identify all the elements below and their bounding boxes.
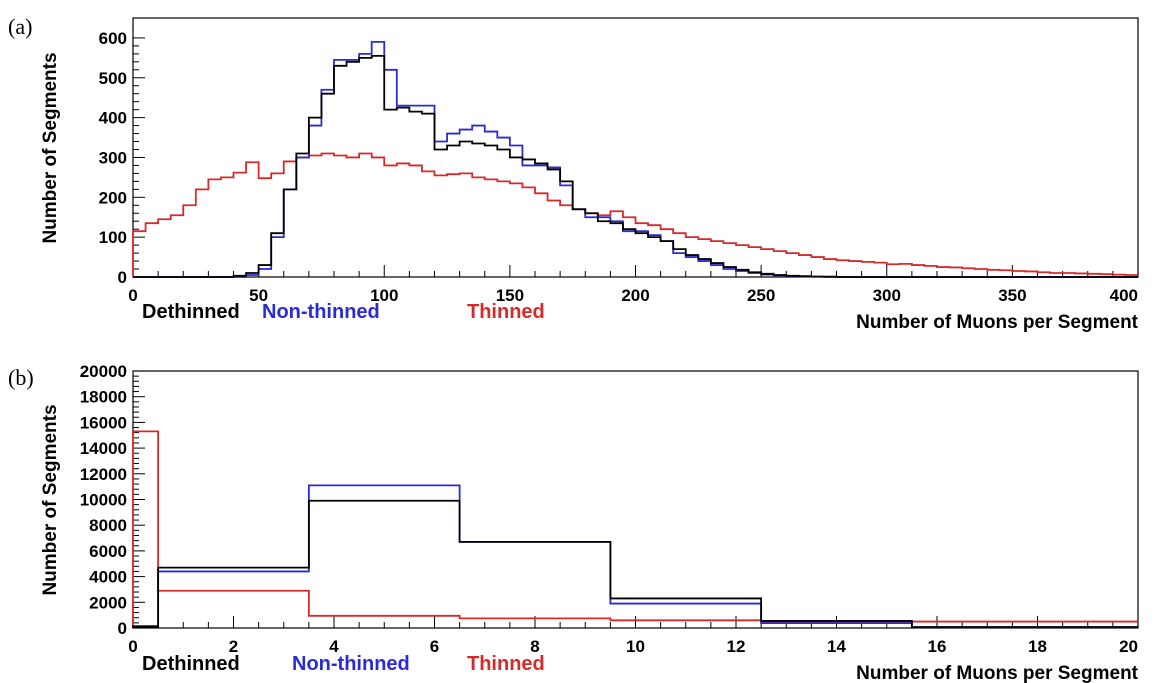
plot-frame — [132, 370, 1139, 629]
x-tick-label: 4 — [329, 637, 339, 656]
x-axis-title: Number of Muons per Segment — [856, 312, 1139, 333]
x-tick-label: 50 — [249, 286, 268, 305]
x-tick-label: 400 — [1110, 286, 1138, 305]
y-tick-label: 8000 — [89, 516, 127, 535]
x-tick-label: 2 — [229, 637, 238, 656]
series-non-thinned-line — [132, 484, 1138, 629]
y-axis-title: Number of Segments — [40, 52, 61, 243]
chart-panel-a: (a) 0 100 200 300 400 500 600 0 50 100 150 200 250 300… — [8, 14, 1139, 333]
x-tick-label: 0 — [128, 286, 137, 305]
y-tick-label: 200 — [99, 188, 127, 207]
y-axis-title: Number of Segments — [40, 404, 61, 595]
x-tick-label: 150 — [496, 286, 524, 305]
x-tick-label: 6 — [430, 637, 439, 656]
x-tick-label: 350 — [998, 286, 1026, 305]
series-dethinned-line — [132, 499, 1138, 628]
x-tick-label: 8 — [530, 637, 539, 656]
x-tick-label: 10 — [626, 637, 645, 656]
x-tick-label: 200 — [621, 286, 649, 305]
y-tick-label: 600 — [99, 29, 127, 48]
x-tick-label: 100 — [370, 286, 398, 305]
y-tick-label: 18000 — [80, 388, 127, 407]
y-tick-label: 4000 — [89, 568, 127, 587]
x-tick-label: 250 — [747, 286, 775, 305]
chart-panel-b: (b) 0 2000 4000 6000 8000 10000 12000 14000 16000… — [8, 362, 1139, 683]
x-tick-label: 12 — [727, 637, 746, 656]
series-non-thinned-line — [133, 41, 1138, 278]
y-tick-label: 0 — [118, 268, 127, 287]
y-tick-label: 14000 — [80, 439, 127, 458]
legend-non-thinned: Non-thinned — [262, 301, 380, 323]
x-tick-label: 18 — [1028, 637, 1047, 656]
y-tick-label: 100 — [99, 228, 127, 247]
x-tick-label: 14 — [827, 637, 846, 656]
legend-non-thinned: Non-thinned — [292, 653, 410, 675]
y-tick-label: 6000 — [89, 542, 127, 561]
legend-thinned: Thinned — [467, 653, 545, 675]
legend-thinned: Thinned — [467, 301, 545, 323]
plot-frame — [132, 17, 1139, 278]
y-tick-label: 300 — [99, 148, 127, 167]
legend-dethinned: Dethinned — [142, 653, 240, 675]
y-tick-label: 20000 — [80, 362, 127, 381]
y-tick-label: 10000 — [80, 491, 127, 510]
y-tick-label: 2000 — [89, 593, 127, 612]
x-tick-label: 300 — [873, 286, 901, 305]
x-axis-title: Number of Muons per Segment — [856, 663, 1139, 683]
legend-dethinned: Dethinned — [142, 301, 240, 323]
y-tick-label: 500 — [99, 69, 127, 88]
series-dethinned-line — [133, 54, 1138, 278]
panel-label: (b) — [8, 365, 34, 390]
y-tick-label: 16000 — [80, 413, 127, 432]
panel-label: (a) — [8, 14, 32, 39]
x-tick-label: 20 — [1119, 637, 1138, 656]
y-tick-label: 12000 — [80, 465, 127, 484]
y-tick-label: 400 — [99, 109, 127, 128]
y-tick-label: 0 — [118, 619, 127, 638]
x-tick-label: 0 — [128, 637, 137, 656]
x-tick-label: 16 — [928, 637, 947, 656]
